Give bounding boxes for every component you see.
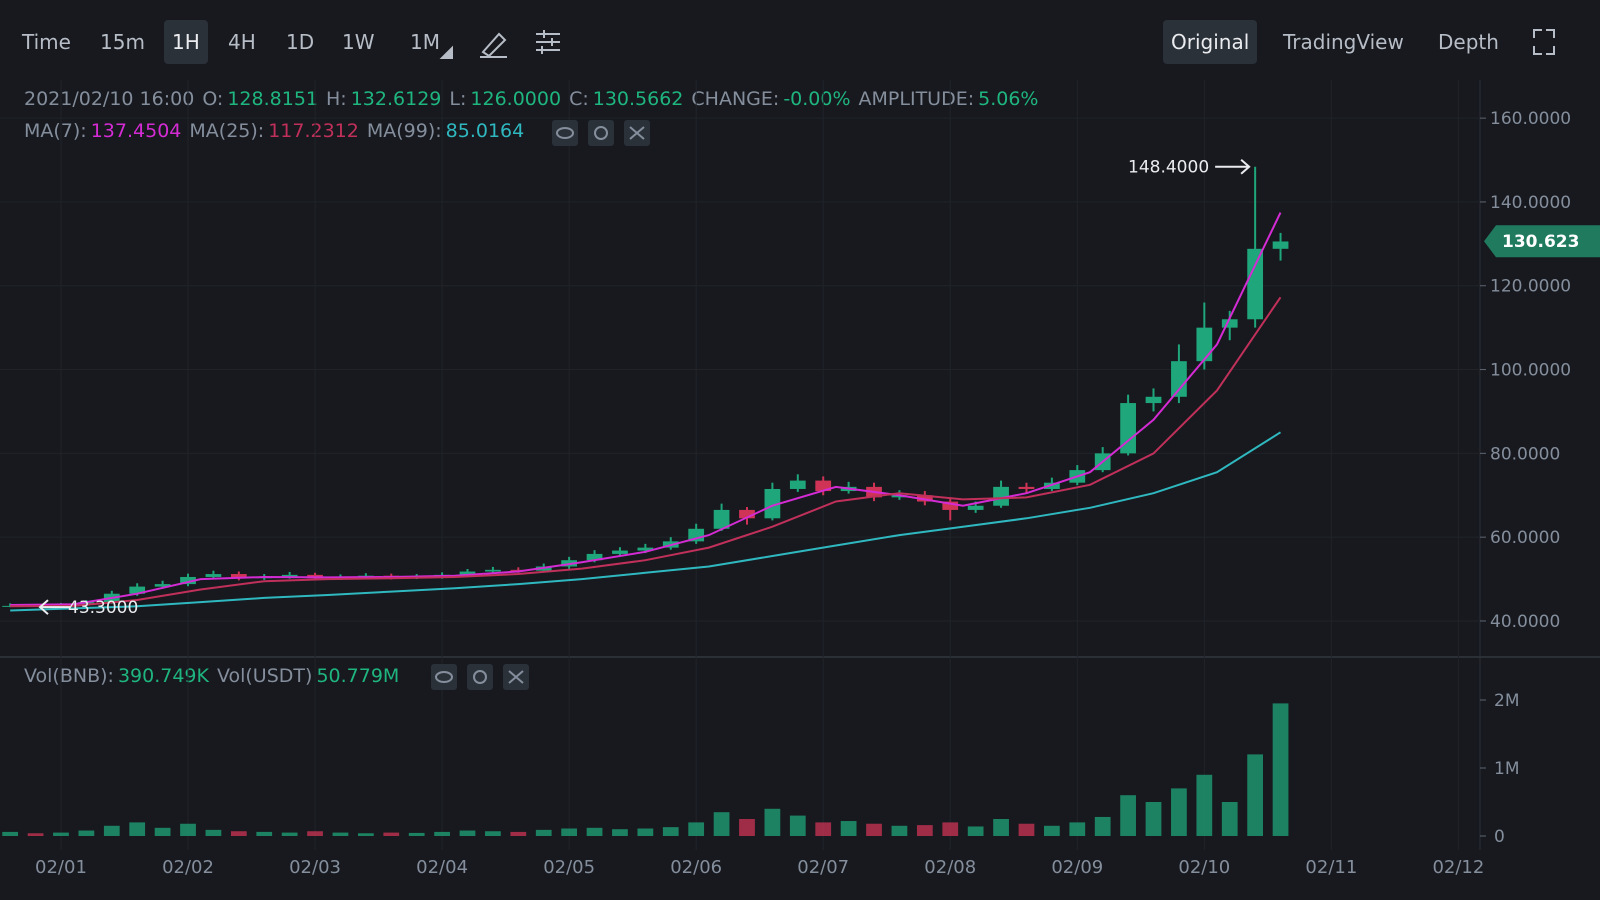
ma-label: MA(7): (24, 120, 87, 142)
eye-icon[interactable] (431, 664, 457, 690)
gear-icon[interactable] (467, 664, 493, 690)
info-label: CHANGE: (691, 88, 780, 110)
vol-value: 50.779M (316, 665, 400, 687)
ma-label: MA(99): (366, 120, 442, 142)
info-value: 132.6129 (350, 88, 442, 110)
info-value: -0.00% (783, 88, 851, 110)
eye-icon[interactable] (552, 120, 578, 146)
vol-label: Vol(USDT) (216, 665, 313, 687)
toolbar: Time 15m 1H 4H 1D 1W 1M Original TradingView Dept… (0, 0, 1600, 84)
ma-label: MA(25): (189, 120, 265, 142)
info-value: 128.8151 (227, 88, 319, 110)
interval-button[interactable]: 1W (342, 30, 375, 54)
view-button[interactable]: Original (1163, 20, 1258, 64)
interval-button[interactable]: 1H (164, 20, 208, 64)
fullscreen-icon[interactable] (1533, 29, 1555, 55)
vol-value: 390.749K (117, 665, 209, 687)
draw-icon[interactable] (480, 32, 507, 58)
view-button[interactable]: TradingView (1283, 30, 1404, 54)
vol-label: Vol(BNB): (24, 665, 114, 687)
interval-button[interactable]: 4H (228, 30, 256, 54)
ma-value: 85.0164 (445, 120, 525, 142)
info-label: L: (449, 88, 467, 110)
info-label: H: (326, 88, 347, 110)
info-value: 126.0000 (470, 88, 562, 110)
info-label: O: (202, 88, 224, 110)
interval-button[interactable]: Time (22, 30, 71, 54)
dropdown-icon[interactable] (439, 45, 453, 59)
ma-info: MA(7): 137.4504 MA(25): 117.2312 MA(99): 85.0… (24, 120, 532, 142)
info-value: 5.06% (978, 88, 1039, 110)
info-date: 2021/02/10 16:00 (24, 88, 195, 110)
ohlc-info: 2021/02/10 16:00 O: 128.8151 H: 132.6129 L: 12… (24, 88, 1046, 110)
volume-info: Vol(BNB): 390.749K Vol(USDT) 50.779M (24, 665, 407, 687)
ma-value: 137.4504 (90, 120, 182, 142)
gear-icon[interactable] (588, 120, 614, 146)
ma-controls (431, 120, 650, 690)
interval-button[interactable]: 15m (100, 30, 145, 54)
info-value: 130.5662 (592, 88, 684, 110)
info-label: C: (569, 88, 589, 110)
interval-button[interactable]: 1M (410, 30, 440, 54)
view-button[interactable]: Depth (1438, 30, 1499, 54)
ma-value: 117.2312 (268, 120, 359, 142)
info-label: AMPLITUDE: (858, 88, 975, 110)
interval-button[interactable]: 1D (286, 30, 315, 54)
settings-icon[interactable] (536, 30, 560, 54)
icons-group (439, 29, 1555, 59)
